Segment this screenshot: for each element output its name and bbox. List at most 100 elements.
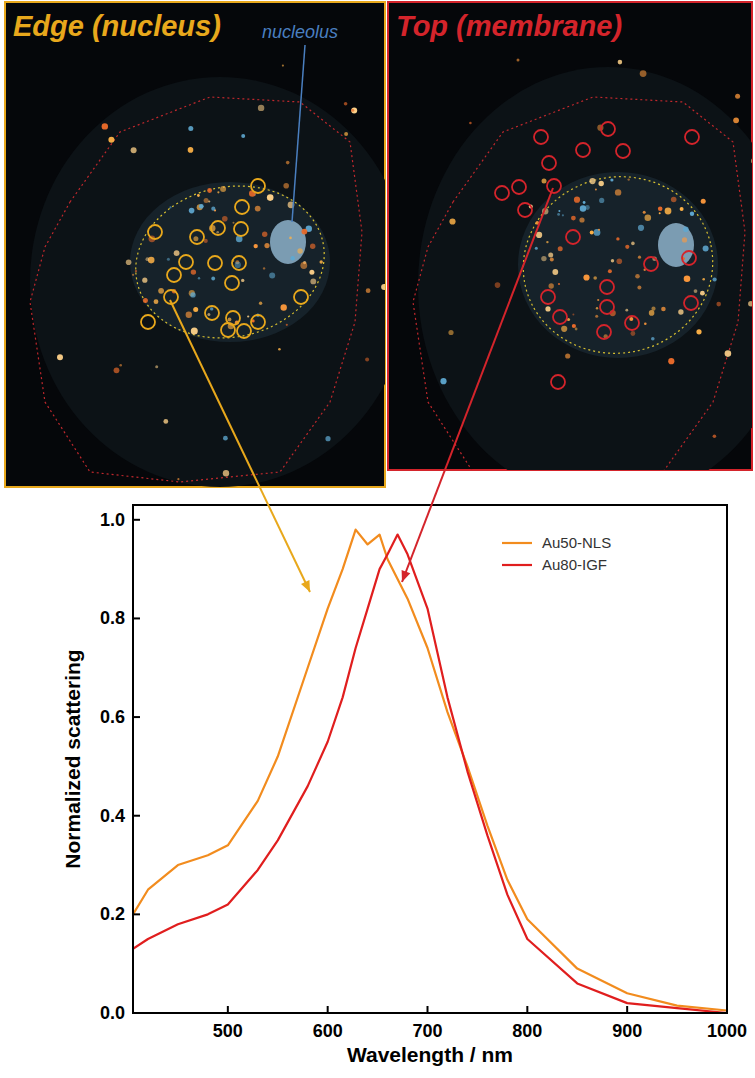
particle <box>310 279 316 285</box>
pointer-arrow <box>170 300 310 592</box>
y-tick <box>133 913 140 915</box>
particle <box>197 194 200 197</box>
particle <box>658 207 663 212</box>
x-tick-label: 900 <box>612 1021 642 1041</box>
particle <box>167 258 170 261</box>
particle <box>615 189 621 195</box>
plot-frame <box>133 505 727 1013</box>
particle <box>102 123 108 129</box>
particle <box>629 317 633 321</box>
particle-marker <box>512 180 526 194</box>
cell-outline <box>413 97 745 470</box>
x-tick <box>526 1006 528 1013</box>
particle <box>211 207 215 211</box>
cell-body <box>30 77 385 487</box>
particle <box>174 250 180 256</box>
particle <box>558 246 563 251</box>
particle <box>684 275 691 282</box>
y-tick-label: 1.0 <box>100 510 125 530</box>
x-tick-label: 800 <box>512 1021 542 1041</box>
particle <box>186 312 192 318</box>
particle <box>631 242 635 246</box>
x-tick <box>626 1006 628 1013</box>
particle-marker <box>518 203 532 217</box>
particle <box>599 181 604 186</box>
legend-swatch <box>502 564 532 566</box>
x-tick <box>726 1006 728 1013</box>
particle <box>536 232 542 238</box>
x-tick <box>327 1006 329 1013</box>
particle-marker <box>190 230 204 244</box>
particle-marker <box>644 257 658 271</box>
particle <box>598 229 600 231</box>
x-tick <box>427 1006 429 1013</box>
y-tick <box>133 1012 140 1014</box>
particle <box>651 337 655 341</box>
y-axis-title: Normalized scattering <box>61 649 84 868</box>
particle <box>748 301 752 306</box>
particle <box>575 328 578 331</box>
particle-marker <box>576 143 590 157</box>
nucleolus-label: nucleolus <box>262 22 338 42</box>
particle-marker <box>682 251 696 265</box>
particle <box>286 161 290 165</box>
particle <box>713 435 717 439</box>
particle <box>542 178 547 183</box>
y-tick <box>133 716 140 718</box>
particle <box>643 211 646 214</box>
particle-marker <box>685 130 699 144</box>
particle <box>599 198 604 203</box>
particle <box>649 310 655 316</box>
particle <box>618 60 623 65</box>
y-tick-label: 0.2 <box>100 904 125 924</box>
particle <box>631 331 636 336</box>
particle <box>204 198 209 203</box>
particle <box>310 244 315 249</box>
cell-outline <box>30 97 362 482</box>
y-tick <box>133 815 140 817</box>
particle <box>558 283 560 285</box>
particle <box>617 259 623 265</box>
particle <box>309 270 314 275</box>
particle-marker <box>542 156 556 170</box>
particle <box>583 274 589 280</box>
x-tick-label: 600 <box>313 1021 343 1041</box>
particle <box>589 178 595 184</box>
particle <box>344 102 348 106</box>
particle <box>283 183 289 189</box>
particle <box>57 354 63 360</box>
arrow-shaft <box>402 188 553 582</box>
particle <box>210 307 213 310</box>
particle <box>143 298 148 303</box>
particle-marker <box>625 316 639 330</box>
particle <box>211 277 215 281</box>
particle <box>223 436 228 441</box>
particle <box>263 267 265 269</box>
particle <box>690 212 694 216</box>
particle-marker <box>205 306 219 320</box>
particle <box>574 197 580 203</box>
particle <box>565 353 570 358</box>
particle-marker <box>684 296 698 310</box>
particle <box>637 286 641 290</box>
particle <box>351 109 354 112</box>
y-tick-label: 0.6 <box>100 707 125 727</box>
particle <box>258 105 264 111</box>
particle-marker <box>234 222 248 236</box>
particle <box>177 478 179 480</box>
particle-marker <box>167 268 181 282</box>
particle <box>158 288 164 294</box>
particle <box>583 201 586 204</box>
particle <box>278 348 281 351</box>
x-axis-title: Wavelength / nm <box>347 1043 513 1066</box>
particle <box>155 365 158 368</box>
particle <box>557 213 560 216</box>
particle <box>220 186 226 192</box>
particle-marker <box>600 280 614 294</box>
legend-swatch <box>502 542 532 544</box>
particle <box>638 256 641 259</box>
annotation-line <box>292 45 305 222</box>
particle-marker <box>221 323 235 337</box>
y-tick <box>133 519 140 521</box>
particle <box>188 147 194 153</box>
